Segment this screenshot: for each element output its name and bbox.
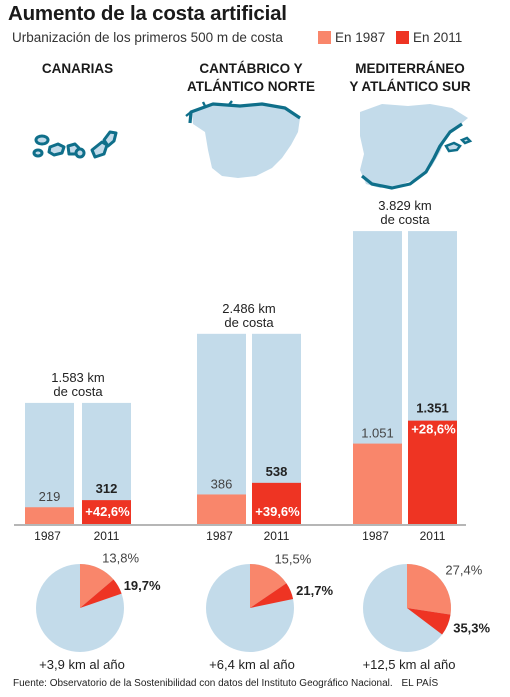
pie-caption-mediterraneo: +12,5 km al año (363, 657, 456, 672)
pie-slice-mediterraneo-1987 (407, 564, 451, 615)
year-tick-mediterraneo-1987: 1987 (362, 529, 389, 543)
legend-label-2011: En 2011 (413, 30, 463, 45)
total-coast-bar-cantabrico-1987 (197, 333, 246, 524)
legend-label-1987: En 1987 (335, 30, 386, 45)
change-label-mediterraneo: +28,6% (411, 422, 456, 437)
chart-subtitle: Urbanización de los primeros 500 m de co… (12, 30, 283, 45)
bar-canarias-2011 (82, 500, 131, 524)
brand-label: EL PAÍS (401, 678, 439, 689)
cantabrico-map-icon (185, 100, 301, 178)
value-label-cantabrico-1987: 386 (211, 476, 233, 491)
pie-label-cantabrico-1987: 15,5% (274, 552, 311, 567)
pie-label-canarias-2011: 19,7% (124, 578, 161, 593)
pie-label-mediterraneo-2011: 35,3% (453, 621, 490, 636)
legend-2011: En 2011 (396, 30, 462, 45)
value-label-mediterraneo-2011: 1.351 (416, 401, 449, 416)
total-km-label-canarias: 1.583 km (51, 370, 104, 385)
year-tick-mediterraneo-2011: 2011 (420, 529, 446, 543)
bar-mediterraneo-2011 (408, 420, 457, 524)
pie-slice-mediterraneo-2011 (407, 608, 451, 635)
pie-slice-cantabrico-2011 (250, 583, 294, 608)
pie-slice-cantabrico-1987 (250, 564, 287, 608)
legend-1987: En 1987 (318, 30, 385, 45)
canarias-map-icon (32, 130, 118, 159)
total-km-label-mediterraneo: de costa (380, 212, 430, 227)
legend-swatch-1987 (318, 31, 331, 44)
region-title-mediterraneo: MEDITERRÁNEO Y ATLÁNTICO SUR (349, 61, 471, 94)
pie-label-cantabrico-2011: 21,7% (296, 583, 333, 598)
year-tick-cantabrico-1987: 1987 (206, 529, 233, 543)
chart-title: Aumento de la costa artificial (8, 2, 287, 25)
year-tick-canarias-2011: 2011 (94, 529, 120, 543)
pie-caption-canarias: +3,9 km al año (39, 657, 125, 672)
region-title-canarias: CANARIAS (41, 61, 114, 76)
bar-mediterraneo-1987 (353, 443, 402, 524)
pie-slice-canarias-2011 (80, 579, 122, 608)
legend-swatch-2011 (396, 31, 409, 44)
mediterraneo-map-icon (360, 104, 473, 190)
change-label-canarias: +42,6% (85, 504, 130, 519)
pie-label-canarias-1987: 13,8% (102, 550, 139, 565)
total-km-label-mediterraneo: 3.829 km (378, 198, 431, 213)
region-title-cantabrico: CANTÁBRICO Y ATLÁNTICO NORTE (187, 61, 315, 94)
pie-caption-cantabrico: +6,4 km al año (209, 657, 295, 672)
source-note: Fuente: Observatorio de la Sostenibilida… (13, 678, 438, 689)
total-km-label-cantabrico: de costa (224, 315, 274, 330)
value-label-mediterraneo-1987: 1.051 (361, 426, 394, 441)
source-text: Fuente: Observatorio de la Sostenibilida… (13, 678, 393, 689)
year-tick-cantabrico-2011: 2011 (264, 529, 290, 543)
pie-label-mediterraneo-1987: 27,4% (445, 563, 482, 578)
total-km-label-cantabrico: 2.486 km (222, 301, 275, 316)
pie-slice-canarias-1987 (80, 564, 114, 608)
bar-cantabrico-2011 (252, 482, 301, 524)
bar-canarias-1987 (25, 507, 74, 524)
bar-cantabrico-1987 (197, 494, 246, 524)
total-km-label-canarias: de costa (53, 384, 103, 399)
change-label-cantabrico: +39,6% (255, 504, 300, 519)
year-tick-canarias-1987: 1987 (34, 529, 61, 543)
value-label-canarias-2011: 312 (96, 481, 118, 496)
total-coast-bar-canarias-1987 (25, 402, 74, 524)
value-label-canarias-1987: 219 (39, 489, 61, 504)
value-label-cantabrico-2011: 538 (266, 464, 288, 479)
